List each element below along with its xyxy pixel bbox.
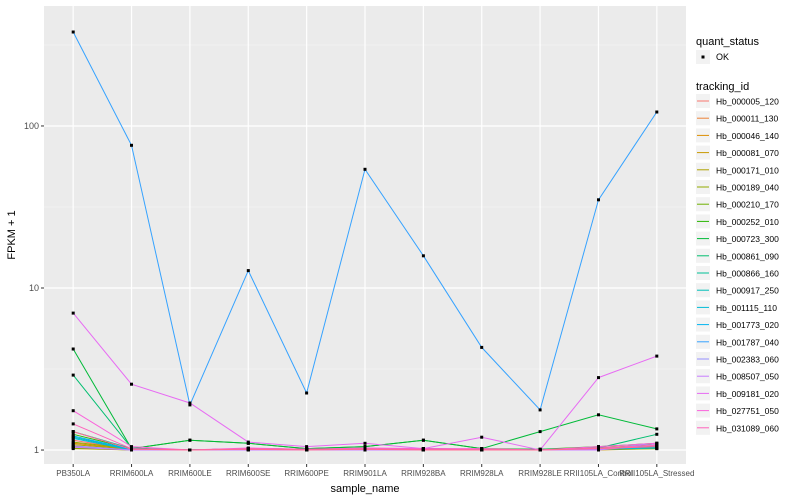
legend-label: Hb_009181_020	[716, 389, 779, 399]
legend-label: Hb_000210_170	[716, 200, 779, 210]
x-tick-label: RRIM928LA	[460, 469, 504, 478]
data-point	[421, 254, 425, 258]
x-tick-label: PB350LA	[56, 469, 90, 478]
data-point	[130, 445, 133, 449]
legend: quant_status OK tracking_id Hb_000005_12…	[696, 36, 779, 435]
data-point	[363, 441, 367, 445]
data-point	[538, 430, 542, 434]
data-point	[421, 448, 425, 452]
data-point	[71, 347, 75, 351]
x-tick-label: RRIM600PE	[284, 469, 328, 478]
legend-label: Hb_008507_050	[716, 372, 779, 382]
legend-title-quant-status: quant_status	[696, 36, 759, 48]
data-point	[597, 447, 600, 451]
x-tick-label: RRII105LA_Control	[564, 469, 634, 478]
data-point	[188, 401, 192, 405]
data-point	[655, 110, 659, 114]
data-point	[71, 373, 75, 377]
data-point	[655, 432, 659, 436]
grid-lines	[44, 6, 686, 464]
x-tick-label: RRIM600SE	[226, 469, 270, 478]
data-point	[597, 413, 600, 417]
data-point	[655, 354, 659, 358]
y-axis-label: FPKM + 1	[6, 210, 18, 259]
x-axis: PB350LA RRIM600LA RRIM600LE RRIM600SE RRIM60…	[56, 464, 694, 478]
legend-label: Hb_027751_050	[716, 406, 779, 416]
data-point	[305, 391, 309, 395]
y-tick-label: 100	[24, 121, 39, 131]
legend-label: Hb_000171_010	[716, 165, 779, 175]
legend-label-ok: OK	[716, 52, 729, 62]
legend-label: Hb_000252_010	[716, 217, 779, 227]
y-axis: 1 10 100	[24, 121, 44, 455]
data-point	[480, 448, 484, 452]
data-point	[71, 430, 75, 434]
data-point	[188, 448, 192, 452]
data-point	[71, 30, 75, 34]
legend-label: Hb_000081_070	[716, 148, 779, 158]
data-point	[71, 440, 75, 444]
x-tick-label: RRIM600LE	[168, 469, 212, 478]
x-tick-label: RRII105LA_Stressed	[619, 469, 694, 478]
data-point	[538, 408, 542, 412]
data-point	[71, 311, 75, 315]
data-point	[538, 448, 542, 452]
data-point	[246, 440, 250, 444]
data-point	[130, 143, 133, 147]
data-point	[130, 447, 133, 451]
data-point	[597, 376, 600, 380]
legend-label: Hb_031089_060	[716, 423, 779, 433]
data-point	[71, 438, 75, 442]
data-point	[363, 447, 367, 451]
x-tick-label: RRIM928LE	[518, 469, 562, 478]
data-point	[597, 198, 600, 202]
data-point	[246, 447, 250, 451]
data-point	[71, 434, 75, 438]
data-point	[305, 448, 309, 452]
data-point	[71, 409, 75, 413]
legend-label: Hb_000723_300	[716, 234, 779, 244]
legend-label: Hb_000189_040	[716, 183, 779, 193]
legend-label: Hb_001773_020	[716, 320, 779, 330]
x-tick-label: RRIM901LA	[343, 469, 387, 478]
x-tick-label: RRIM928BA	[401, 469, 446, 478]
data-point	[71, 436, 75, 440]
legend-label: Hb_000046_140	[716, 131, 779, 141]
data-point	[655, 441, 659, 445]
data-point	[188, 403, 192, 407]
data-point	[130, 382, 133, 386]
data-point	[655, 427, 659, 431]
data-point	[480, 435, 484, 439]
legend-label: Hb_000866_160	[716, 269, 779, 279]
legend-tracking-items: Hb_000005_120 Hb_000011_130 Hb_000046_140 H…	[696, 94, 779, 435]
data-point	[655, 445, 659, 449]
y-tick-label: 1	[34, 445, 39, 455]
y-tick-label: 10	[29, 283, 39, 293]
legend-label: Hb_001115_110	[716, 303, 777, 313]
legend-label: Hb_002383_060	[716, 355, 779, 365]
data-point	[305, 445, 309, 449]
data-point	[71, 432, 75, 436]
data-points	[71, 30, 659, 452]
data-point	[188, 438, 192, 442]
data-point	[363, 167, 367, 171]
data-point	[71, 445, 75, 449]
data-point	[480, 345, 484, 349]
legend-label: Hb_000005_120	[716, 97, 779, 107]
x-axis-label: sample_name	[330, 483, 399, 495]
legend-title-tracking-id: tracking_id	[696, 81, 749, 93]
legend-label: Hb_001787_040	[716, 337, 779, 347]
data-point	[71, 422, 75, 426]
data-point	[421, 438, 425, 442]
legend-label: Hb_000011_130	[716, 114, 779, 124]
legend-point-icon	[701, 55, 705, 59]
x-tick-label: RRIM600LA	[110, 469, 154, 478]
legend-label: Hb_000861_090	[716, 251, 779, 261]
legend-label: Hb_000917_250	[716, 286, 779, 296]
data-point	[246, 269, 250, 273]
